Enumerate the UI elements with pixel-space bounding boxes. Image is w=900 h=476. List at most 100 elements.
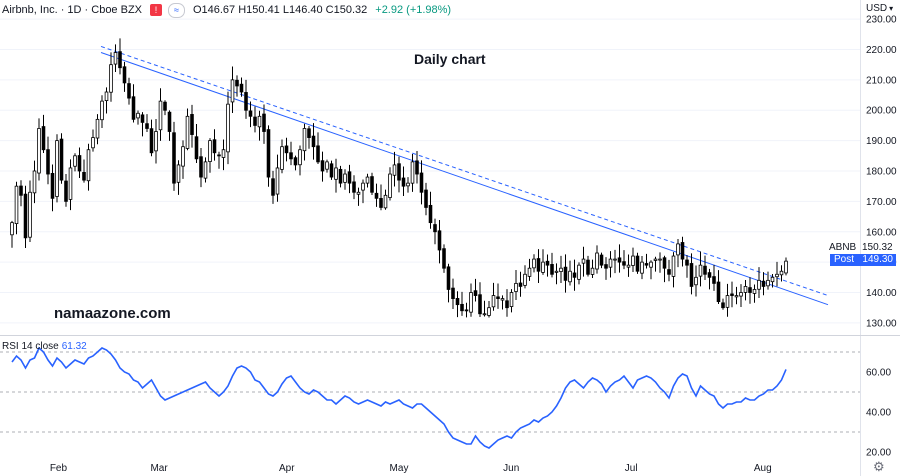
price-tick-label: 200.00 — [866, 106, 897, 117]
candle-body — [316, 145, 320, 163]
candle-body — [572, 272, 577, 278]
currency-label: USD — [866, 3, 888, 14]
candle-body — [140, 114, 145, 123]
candle-body — [635, 255, 640, 272]
candle-body — [487, 307, 491, 316]
candle-body — [703, 265, 707, 275]
candle-body — [19, 185, 23, 196]
candle-body — [406, 182, 410, 187]
candle-body — [199, 156, 203, 178]
candle-body — [172, 132, 176, 184]
candle-body — [302, 128, 307, 152]
price-tick-label: 210.00 — [866, 75, 897, 86]
chevron-down-icon: ▾ — [889, 4, 894, 13]
candle-body — [298, 149, 302, 166]
candle-body — [203, 161, 208, 179]
candle-body — [257, 115, 262, 128]
candle-body — [217, 154, 221, 157]
candle-body — [545, 260, 550, 266]
candle-body — [388, 173, 392, 198]
candle-body — [518, 282, 523, 287]
candle-body — [500, 298, 505, 301]
candle-body — [311, 135, 316, 148]
post-market-badge: Post 149.30 — [830, 254, 896, 266]
candle-body — [208, 140, 212, 162]
candle-body — [662, 257, 667, 269]
candle-body — [73, 155, 77, 167]
candle-body — [307, 128, 311, 138]
candle-body — [266, 129, 271, 178]
candle-body — [622, 261, 626, 266]
candle-body — [122, 66, 127, 84]
chart-header: Airbnb, Inc. · 1D · Cboe BZX ! ≈ O146.67… — [0, 0, 451, 20]
candle-body — [478, 294, 482, 315]
compare-toggle[interactable]: ≈ — [168, 2, 185, 18]
rsi-name: RSI 14 close — [2, 341, 59, 352]
candle-body — [32, 170, 37, 194]
candle-body — [689, 263, 694, 287]
rsi-axis: 60.00 40.00 20.00 — [866, 368, 891, 459]
candle-body — [734, 295, 739, 298]
candle-body — [230, 79, 235, 103]
symbol-title[interactable]: Airbnb, Inc. · 1D · Cboe BZX — [2, 4, 142, 16]
candle-body — [613, 258, 617, 261]
candle-body — [167, 111, 172, 132]
candle-body — [181, 146, 185, 167]
currency-selector[interactable]: USD ▾ — [866, 3, 893, 14]
candle-body — [667, 269, 671, 275]
candle-body — [527, 267, 532, 277]
price-tick-label: 190.00 — [866, 136, 897, 147]
candle-body — [37, 128, 41, 174]
price-tick-label: 220.00 — [866, 45, 897, 56]
ohlc-values: O146.67 H150.41 L146.40 C150.32 — [192, 4, 368, 16]
candle-body — [194, 136, 199, 160]
candle-body — [14, 185, 19, 225]
rsi-tick-label: 40.00 — [866, 408, 891, 419]
candle-body — [392, 164, 397, 176]
candle-body — [352, 181, 356, 193]
rsi-legend[interactable]: RSI 14 close 61.32 — [2, 341, 87, 352]
symbol-axis-label: ABNB — [829, 242, 857, 253]
candle-body — [410, 161, 415, 184]
time-tick-label: Aug — [754, 463, 772, 474]
price-change: +2.92 (+1.98%) — [375, 4, 452, 16]
candle-body — [617, 257, 622, 263]
candle-body — [361, 182, 365, 191]
rsi-line — [11, 346, 787, 449]
candle-body — [226, 103, 230, 153]
candle-body — [91, 137, 95, 149]
candle-body — [356, 191, 361, 195]
candle-body — [626, 264, 631, 268]
candle-body — [676, 243, 680, 256]
candle-body — [716, 281, 721, 303]
candle-body — [334, 167, 338, 180]
watermark-text: namaazone.com — [54, 305, 171, 322]
candle-body — [536, 258, 541, 272]
candle-body — [770, 276, 775, 283]
candle-body — [293, 157, 298, 166]
trendline-solid — [100, 52, 829, 306]
price-tick-label: 140.00 — [866, 288, 897, 299]
candle-body — [541, 261, 545, 273]
price-axis: 230.00 220.00 210.00 200.00 190.00 180.00 170.… — [866, 15, 897, 330]
candle-body — [235, 79, 239, 87]
candle-body — [730, 293, 734, 296]
rsi-tick-label: 20.00 — [866, 448, 891, 459]
candle-body — [374, 192, 379, 199]
candle-body — [505, 300, 509, 309]
candle-body — [55, 140, 59, 197]
candle-body — [721, 302, 725, 309]
trendlines — [100, 45, 829, 306]
candle-body — [671, 255, 676, 277]
post-market-value: 149.30 — [862, 254, 893, 265]
post-market-name: Post — [834, 254, 855, 265]
rsi-value: 61.32 — [61, 341, 87, 352]
gear-icon[interactable]: ⚙ — [873, 459, 885, 474]
candle-body — [289, 152, 293, 160]
price-tick-label: 130.00 — [866, 318, 897, 329]
candle-body — [428, 204, 433, 224]
candle-body — [329, 163, 334, 178]
candle-body — [86, 149, 91, 182]
candle-body — [127, 83, 131, 99]
time-tick-label: Jul — [625, 463, 638, 474]
